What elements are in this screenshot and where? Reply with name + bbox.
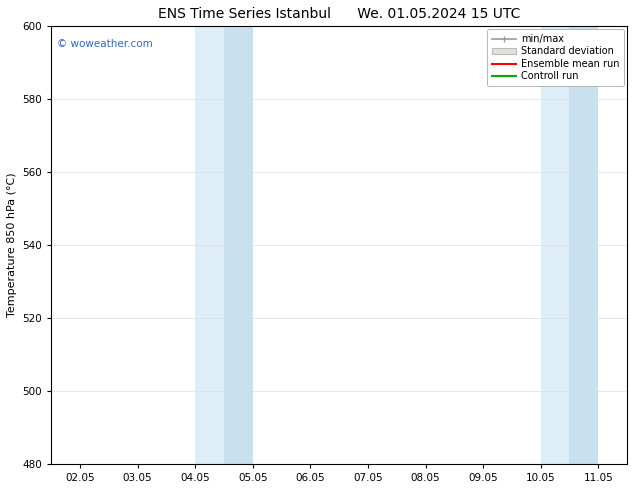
Title: ENS Time Series Istanbul      We. 01.05.2024 15 UTC: ENS Time Series Istanbul We. 01.05.2024 … (158, 7, 521, 21)
Bar (224, 26, 253, 464)
Bar (569, 26, 598, 464)
Bar (195, 26, 253, 464)
Y-axis label: Temperature 850 hPa (°C): Temperature 850 hPa (°C) (7, 173, 17, 318)
Bar (541, 26, 598, 464)
Text: © woweather.com: © woweather.com (57, 39, 153, 49)
Legend: min/max, Standard deviation, Ensemble mean run, Controll run: min/max, Standard deviation, Ensemble me… (487, 29, 624, 86)
